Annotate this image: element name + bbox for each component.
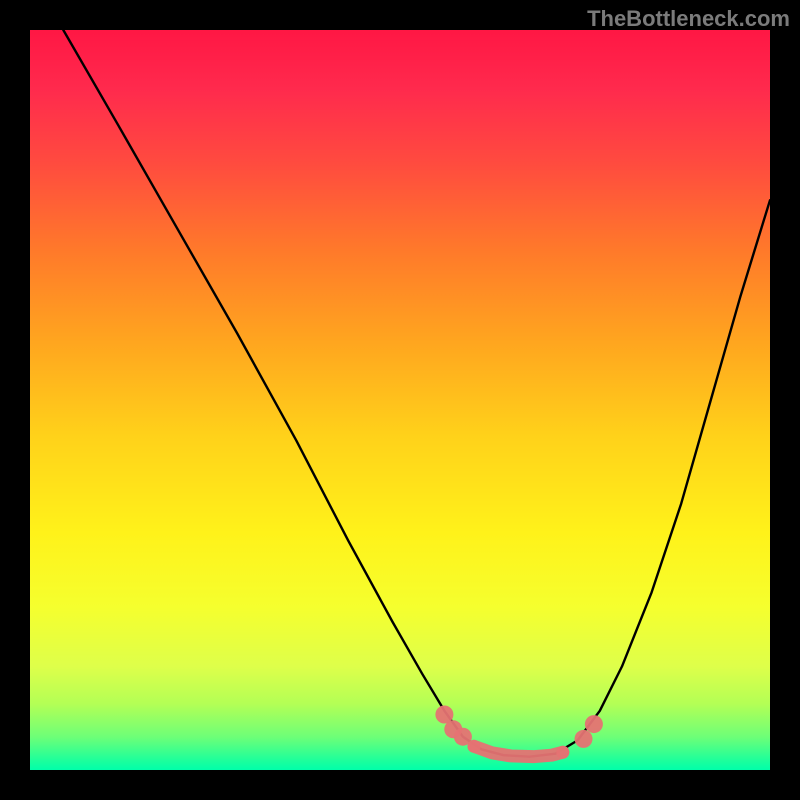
gradient-background: [30, 30, 770, 770]
bottleneck-plot: [0, 0, 800, 800]
highlight-dot: [585, 715, 603, 733]
watermark-text: TheBottleneck.com: [587, 6, 790, 32]
highlight-dot: [575, 730, 593, 748]
highlight-dot: [468, 740, 481, 753]
highlight-dot: [556, 746, 569, 759]
chart-canvas: TheBottleneck.com: [0, 0, 800, 800]
